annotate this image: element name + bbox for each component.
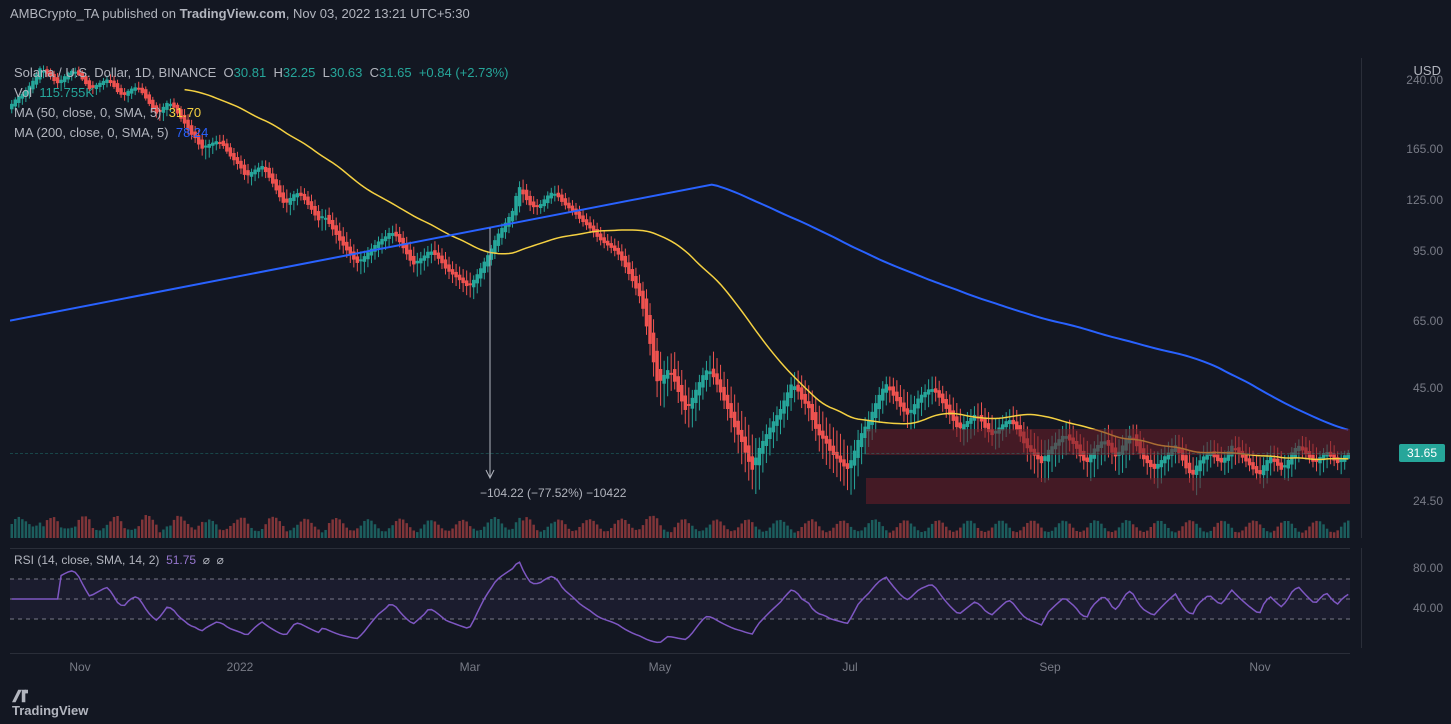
ma50-value: 31.70 xyxy=(169,105,202,120)
rsi-value: 51.75 xyxy=(166,553,196,567)
chart-container: Solana / U.S. Dollar, 1D, BINANCE O30.81… xyxy=(0,28,1451,724)
logo-icon xyxy=(12,689,28,703)
site-name: TradingView.com xyxy=(180,6,286,21)
ma200-value: 78.24 xyxy=(176,125,209,140)
rsi-axis[interactable]: 80.0040.00 xyxy=(1361,548,1451,648)
rsi-pane[interactable]: RSI (14, close, SMA, 14, 2) 51.75 ⌀ ⌀ xyxy=(10,548,1350,648)
last-price-tag: 31.65 xyxy=(1399,444,1445,462)
publisher: AMBCrypto_TA xyxy=(10,6,99,21)
volume-value: 115.755K xyxy=(39,85,94,100)
resistance-zone xyxy=(866,429,1350,455)
chart-legend: Solana / U.S. Dollar, 1D, BINANCE O30.81… xyxy=(14,63,508,143)
measure-label: −104.22 (−77.52%) −10422 xyxy=(480,486,626,500)
resistance-zone xyxy=(866,478,1350,504)
tradingview-logo: TradingView xyxy=(12,689,88,718)
price-axis[interactable]: 240.00165.00125.0095.0065.0045.0024.50 3… xyxy=(1361,58,1451,538)
publish-date: Nov 03, 2022 13:21 UTC+5:30 xyxy=(293,6,470,21)
time-axis[interactable]: Nov2022MarMayJulSepNov xyxy=(10,653,1350,683)
publish-header: AMBCrypto_TA published on TradingView.co… xyxy=(0,0,1451,27)
symbol-title: Solana / U.S. Dollar, 1D, BINANCE xyxy=(14,65,216,80)
